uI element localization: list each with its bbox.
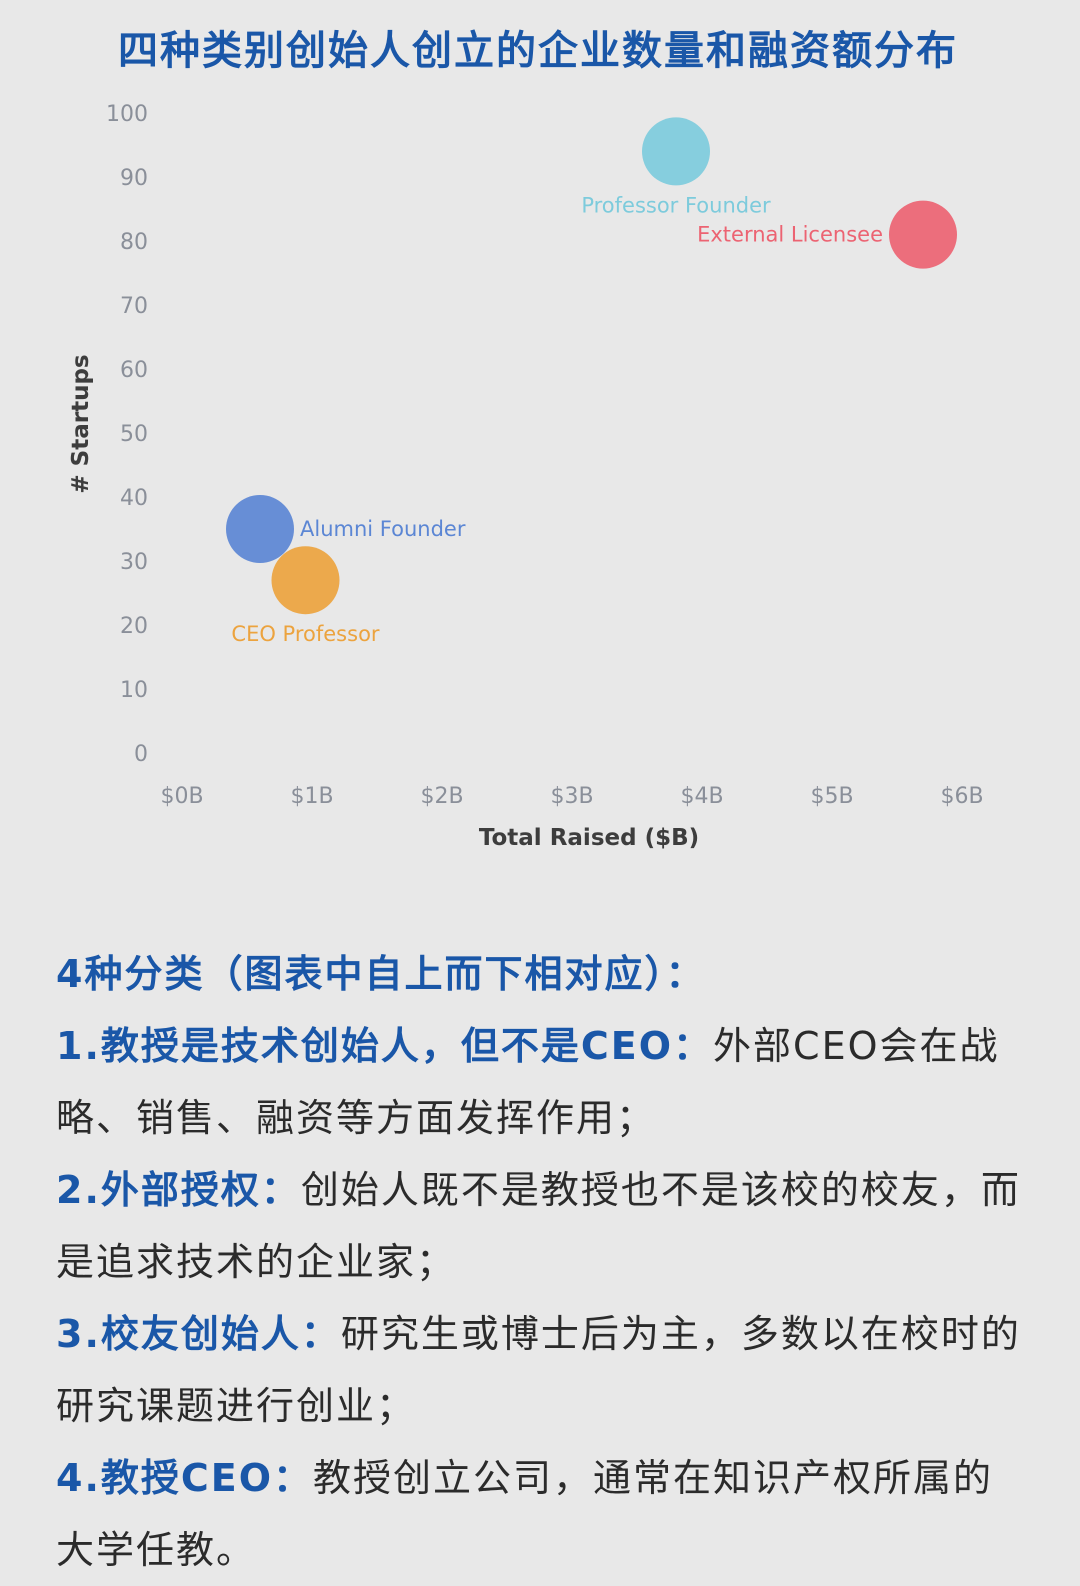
bubble-chart: 0 10 20 30 40 50 60 70 80 90 100 $0B $1B $2B $3B $4B $5…: [68, 102, 984, 851]
bubble-label: Professor Founder: [581, 193, 771, 217]
bubble-labels: Professor Founder External Licensee Alumni…: [231, 193, 883, 646]
note-item: 2.外部授权：创始人既不是教授也不是该校的校友，而是追求技术的企业家；: [56, 1154, 1024, 1298]
x-tick-label: $4B: [680, 784, 723, 809]
x-tick-label: $6B: [940, 784, 983, 809]
x-axis-title: Total Raised ($B): [479, 825, 699, 851]
note-text: 研究生或博士后为主，多数以在校时的研究课题进行创业；: [56, 1312, 1021, 1428]
y-tick-label: 50: [120, 422, 148, 447]
bubble-point[interactable]: [889, 200, 957, 269]
note-label: 4.教授CEO：: [56, 1456, 314, 1500]
notes-heading: 4种分类（图表中自上而下相对应）：: [56, 952, 706, 996]
y-tick-label: 40: [120, 486, 148, 511]
bubble-point[interactable]: [642, 117, 710, 186]
note-label: 1.教授是技术创始人，但不是CEO：: [56, 1024, 714, 1068]
bubble-label: External Licensee: [697, 223, 883, 247]
note-label: 3.校友创始人：: [56, 1312, 341, 1356]
note-item: 4.教授CEO：教授创立公司，通常在知识产权所属的大学任教。: [56, 1442, 1024, 1586]
bubble-label: CEO Professor: [231, 622, 379, 646]
x-axis-ticks: $0B $1B $2B $3B $4B $5B $6B: [160, 784, 983, 809]
note-text: 外部CEO会在战略、销售、融资等方面发挥作用；: [56, 1024, 1000, 1140]
bubbles: [226, 117, 957, 615]
y-tick-label: 10: [120, 678, 148, 703]
note-item: 3.校友创始人：研究生或博士后为主，多数以在校时的研究课题进行创业；: [56, 1298, 1024, 1442]
y-tick-label: 30: [120, 550, 148, 575]
x-tick-label: $3B: [550, 784, 593, 809]
x-tick-label: $1B: [290, 784, 333, 809]
y-tick-label: 90: [120, 166, 148, 191]
bubble-point[interactable]: [271, 546, 340, 615]
y-tick-label: 70: [120, 294, 148, 319]
y-axis-ticks: 0 10 20 30 40 50 60 70 80 90 100: [106, 102, 148, 767]
y-tick-label: 20: [120, 614, 148, 639]
x-tick-label: $5B: [810, 784, 853, 809]
note-item: 1.教授是技术创始人，但不是CEO：外部CEO会在战略、销售、融资等方面发挥作用…: [56, 1010, 1024, 1154]
y-tick-label: 0: [134, 742, 148, 767]
x-tick-label: $0B: [160, 784, 203, 809]
y-tick-label: 100: [106, 102, 148, 127]
note-text: 教授创立公司，通常在知识产权所属的大学任教。: [56, 1456, 994, 1572]
chart-title: 四种类别创始人创立的企业数量和融资额分布: [118, 28, 958, 74]
y-tick-label: 80: [120, 230, 148, 255]
x-tick-label: $2B: [420, 784, 463, 809]
bubble-label: Alumni Founder: [300, 517, 466, 541]
notes-section: 4种分类（图表中自上而下相对应）： 1.教授是技术创始人，但不是CEO：外部CE…: [56, 938, 1024, 1586]
note-label: 2.外部授权：: [56, 1168, 301, 1212]
note-text: 创始人既不是教授也不是该校的校友，而是追求技术的企业家；: [56, 1168, 1021, 1284]
y-axis-title: # Startups: [68, 354, 94, 493]
bubble-point[interactable]: [226, 495, 294, 563]
y-tick-label: 60: [120, 358, 148, 383]
